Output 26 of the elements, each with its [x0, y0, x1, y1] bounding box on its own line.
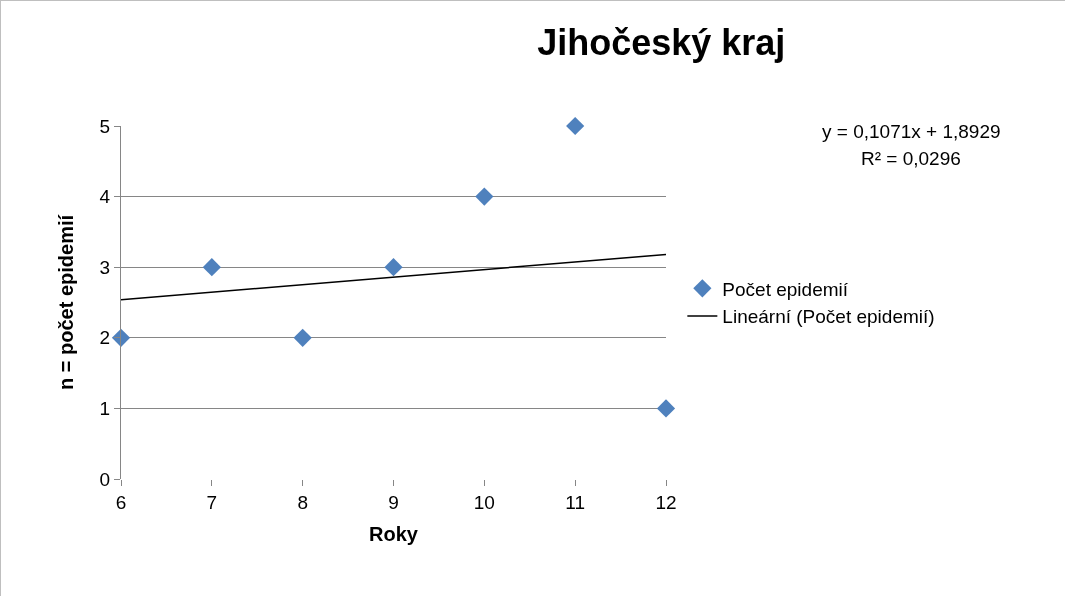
point	[475, 187, 494, 206]
y-axis-title: n = počet epidemií	[55, 213, 78, 391]
point	[293, 328, 312, 347]
x-tick-label: 9	[388, 491, 399, 513]
x-tick-label: 11	[565, 491, 586, 513]
x-tick-label: 12	[655, 491, 677, 513]
point	[566, 116, 585, 136]
x-tick-label: 8	[297, 491, 308, 513]
text: y = 0,1071x + 1,8929	[822, 121, 1001, 142]
x-tick-label: 10	[473, 491, 495, 513]
y-tick-label: 1	[99, 398, 111, 420]
chart-title: Jihočeský kraj	[537, 22, 786, 64]
legend-label: Lineární (Počet epidemií)	[722, 306, 935, 328]
x-axis-title: Roky	[369, 523, 419, 546]
point	[202, 258, 221, 277]
y-tick-label: 4	[99, 186, 111, 208]
text: R² = 0,0296	[861, 148, 961, 169]
y-tick-label: 5	[99, 115, 111, 137]
x-tick-label: 6	[115, 491, 127, 513]
legend-label: Počet epidemií	[722, 278, 849, 300]
y-tick-label: 0	[99, 468, 111, 490]
x-tick-label: 7	[206, 491, 218, 513]
point	[384, 258, 403, 277]
point	[656, 399, 676, 418]
y-tick-label: 3	[99, 256, 111, 278]
y-tick-label: 2	[99, 327, 111, 349]
